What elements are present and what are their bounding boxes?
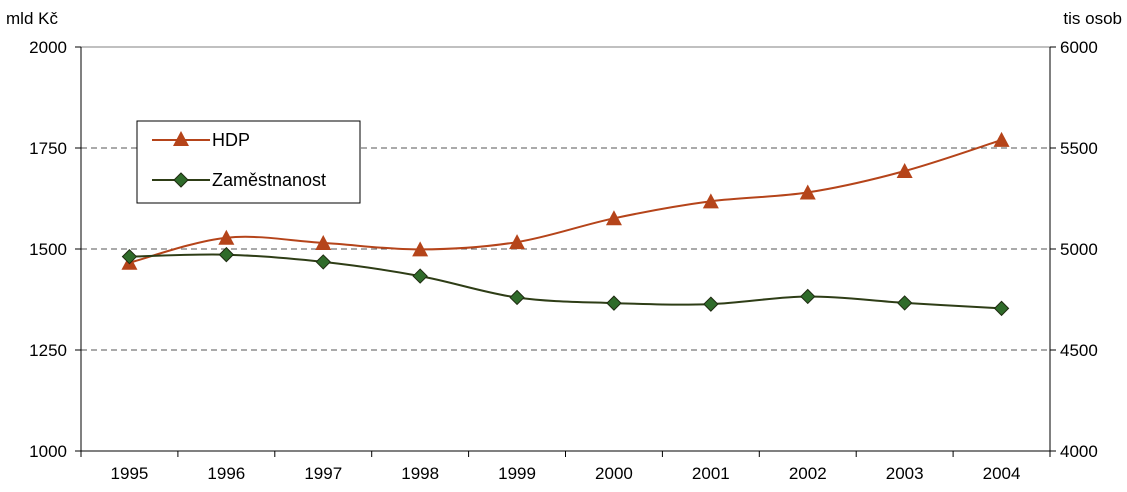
data-point-hdp-2003 [896, 163, 913, 179]
right-axis-tick-label: 4000 [1060, 442, 1098, 461]
series-line-hdp [129, 138, 1002, 264]
legend-box [136, 120, 361, 204]
legend-label-hdp: HDP [212, 130, 250, 150]
left-axis-tick-label: 1250 [29, 341, 67, 360]
right-axis-tick-label: 4500 [1060, 341, 1098, 360]
tick-labels: 1000 1250 1500 1750 2000 4000 4500 5000 5500 6000… [29, 38, 1098, 483]
data-point-zamestnanost-1995 [121, 248, 138, 265]
x-axis-tick-label: 1999 [498, 464, 536, 483]
data-point-zamestnanost-2001 [703, 296, 719, 312]
right-axis-tick-label: 6000 [1060, 38, 1098, 57]
data-point-zamestnanost-1998 [412, 268, 428, 284]
legend-label-zamestnanost: Zaměstnanost [212, 170, 326, 190]
left-axis-tick-label: 1500 [29, 240, 67, 259]
data-point-zamestnanost-2000 [606, 295, 622, 311]
series-group [121, 131, 1010, 317]
left-axis-tick-label: 1000 [29, 442, 67, 461]
right-axis-unit-label: tis osob [1063, 9, 1122, 28]
x-axis-tick-label: 2001 [692, 464, 730, 483]
left-axis-tick-label: 2000 [29, 38, 67, 57]
legend-marker-hdp [173, 131, 189, 146]
x-axis-tick-label: 2002 [789, 464, 827, 483]
data-point-hdp-2000 [605, 210, 622, 226]
data-point-hdp-2004 [993, 131, 1010, 147]
data-point-hdp-1998 [412, 241, 429, 257]
right-axis-tick-label: 5500 [1060, 139, 1098, 158]
data-point-zamestnanost-2002 [800, 288, 816, 305]
left-axis-tick-label: 1750 [29, 139, 67, 158]
data-point-hdp-1999 [509, 234, 526, 250]
legend: HDP Zaměstnanost [136, 120, 361, 204]
data-point-zamestnanost-1999 [509, 289, 525, 306]
left-axis-unit-label: mld Kč [6, 9, 58, 28]
data-point-zamestnanost-2004 [993, 300, 1010, 317]
data-point-hdp-2001 [702, 193, 719, 209]
data-point-hdp-2002 [799, 184, 816, 200]
right-axis-tick-label: 5000 [1060, 240, 1098, 259]
x-axis-tick-label: 1995 [111, 464, 149, 483]
x-axis-tick-label: 1997 [304, 464, 342, 483]
data-point-hdp-1997 [315, 234, 332, 250]
axes [75, 46, 1056, 457]
x-axis-tick-label: 1998 [401, 464, 439, 483]
data-point-zamestnanost-2003 [896, 295, 913, 311]
series-line-zamestnanost [129, 253, 1002, 310]
legend-marker-zamestnanost [173, 172, 189, 188]
data-point-zamestnanost-1997 [315, 254, 331, 270]
x-axis-tick-label: 2004 [983, 464, 1021, 483]
data-point-hdp-1996 [218, 229, 235, 245]
x-axis-tick-label: 2000 [595, 464, 633, 483]
x-axis-tick-label: 2003 [886, 464, 924, 483]
data-point-zamestnanost-1996 [218, 246, 235, 263]
x-axis-tick-label: 1996 [207, 464, 245, 483]
